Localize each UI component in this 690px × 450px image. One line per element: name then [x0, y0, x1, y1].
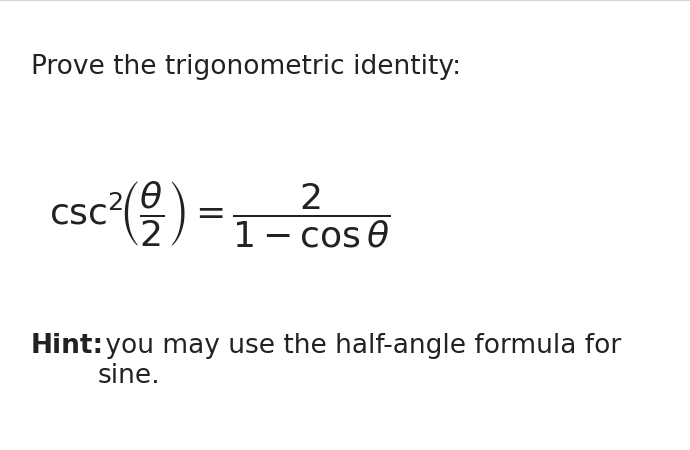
Text: $\mathrm{csc}^2\!\left(\dfrac{\theta}{2}\right) = \dfrac{2}{1 - \cos\theta}$: $\mathrm{csc}^2\!\left(\dfrac{\theta}{2}… — [49, 180, 391, 250]
Text: Prove the trigonometric identity:: Prove the trigonometric identity: — [31, 54, 461, 80]
Text: Hint:: Hint: — [31, 333, 104, 359]
Text: you may use the half-angle formula for
sine.: you may use the half-angle formula for s… — [97, 333, 622, 389]
